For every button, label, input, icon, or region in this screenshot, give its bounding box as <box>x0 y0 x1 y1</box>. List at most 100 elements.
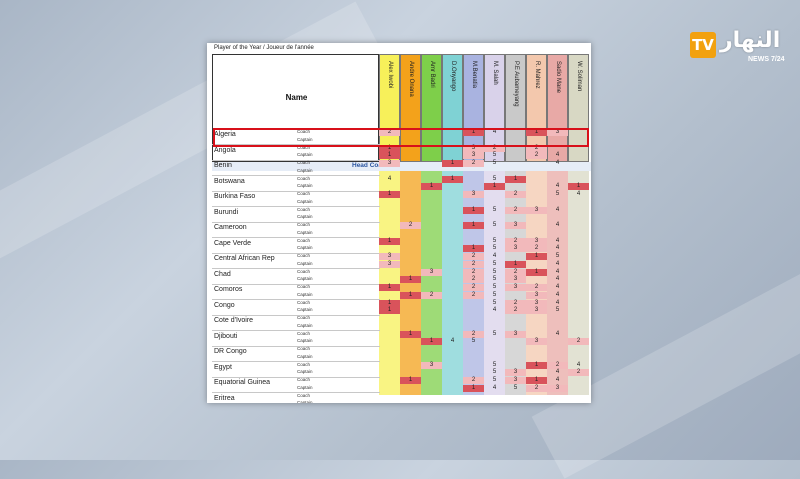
candidate-name: M. Salah <box>491 61 498 85</box>
vote-cell: 2 <box>463 291 484 299</box>
vote-cell: 4 <box>555 206 560 213</box>
vote-cell: 5 <box>513 384 518 391</box>
country-name: Burkina Faso <box>214 193 256 200</box>
vote-cell: 4 <box>555 152 560 158</box>
country-name: Algeria <box>214 131 236 138</box>
vote-cell: 4 <box>576 361 581 368</box>
role-label: Coach <box>297 206 311 212</box>
vote-cell: 2 <box>526 284 547 291</box>
role-label: Captain <box>297 198 313 204</box>
vote-cell: 1 <box>379 307 400 314</box>
vote-cell: 2 <box>463 377 484 384</box>
highlight-box-algeria <box>213 128 589 147</box>
vote-cell: 5 <box>555 307 560 313</box>
vote-cell: 1 <box>526 253 547 260</box>
vote-cell: 3 <box>421 361 442 369</box>
vote-cell: 5 <box>492 299 497 306</box>
vote-cell: 5 <box>492 152 497 158</box>
row-divider <box>212 159 380 161</box>
vote-cell: 3 <box>505 377 526 384</box>
vote-cell: 1 <box>379 144 400 152</box>
candidate-column <box>421 162 442 395</box>
role-label: Captain <box>297 229 313 235</box>
candidate-header: Amr Badri <box>421 54 442 162</box>
vote-cell: 3 <box>463 191 484 198</box>
section-label: Head Coaches <box>352 162 397 169</box>
role-label: Coach <box>297 284 311 289</box>
vote-cell: 2 <box>526 245 547 252</box>
vote-cell: 1 <box>463 384 484 392</box>
role-label: Coach <box>297 268 311 274</box>
spreadsheet-document: Player of the Year / Joueur de l'année N… <box>207 43 591 403</box>
vote-cell: 4 <box>492 307 497 313</box>
row-divider <box>212 237 380 238</box>
vote-cell: 2 <box>547 361 568 369</box>
vote-cell: 5 <box>492 330 497 337</box>
candidate-column <box>526 162 547 395</box>
name-header: Name <box>285 93 308 102</box>
vote-cell: 4 <box>555 260 560 267</box>
vote-cell: 3 <box>505 276 526 283</box>
vote-cell: 5 <box>492 268 497 275</box>
candidate-column <box>547 162 568 395</box>
vote-cell: 5 <box>492 237 497 244</box>
vote-cell: 4 <box>555 183 560 189</box>
vote-cell: 4 <box>555 268 560 275</box>
vote-cell: 5 <box>492 276 497 282</box>
candidate-name: M.Benatia <box>470 61 477 89</box>
vote-cell: 5 <box>492 361 497 368</box>
role-label: Coach <box>297 144 311 150</box>
country-name: Burundi <box>214 208 239 216</box>
vote-cell: 3 <box>547 129 568 136</box>
vote-cell: 2 <box>526 152 547 159</box>
vote-cell: 3 <box>463 144 484 152</box>
vote-cell: 2 <box>463 330 484 338</box>
vote-cell: 5 <box>492 160 497 166</box>
candidate-header: P.E Aubameyang <box>505 54 526 162</box>
country-name: Central African Rep <box>214 255 275 262</box>
role-label: Coach <box>297 160 311 165</box>
vote-cell: 4 <box>555 222 560 228</box>
vote-cell: 3 <box>463 152 484 159</box>
vote-cell: 5 <box>492 175 497 182</box>
vote-cell: 3 <box>547 384 568 392</box>
candidate-name: R. Mahrez <box>533 61 540 89</box>
candidate-name: Sadio Mane <box>554 61 561 94</box>
role-label: Captain <box>297 384 313 390</box>
vote-cell: 3 <box>526 338 547 345</box>
candidate-name: Alex Iwobi <box>386 61 393 89</box>
vote-cell: 3 <box>421 268 442 276</box>
vote-cell: 1 <box>526 129 547 136</box>
vote-cell: 2 <box>379 129 400 136</box>
row-divider <box>212 330 380 331</box>
row-divider <box>212 175 380 176</box>
channel-name: النهار <box>720 28 781 53</box>
role-label: Captain <box>297 353 313 359</box>
vote-cell: 2 <box>484 144 505 152</box>
candidate-name: P.E Aubameyang <box>512 61 519 107</box>
vote-cell: 2 <box>421 291 442 299</box>
country-name: Equatorial Guinea <box>214 379 271 386</box>
role-label: Captain <box>297 276 313 281</box>
candidate-column <box>442 162 463 395</box>
vote-cell: 5 <box>492 291 497 298</box>
vote-cell: 3 <box>526 299 547 307</box>
vote-cell: 2 <box>505 206 526 214</box>
vote-cell: 2 <box>463 276 484 283</box>
candidate-column <box>484 162 505 395</box>
vote-cell: 1 <box>463 206 484 214</box>
vote-cell: 2 <box>505 237 526 245</box>
country-name: Egypt <box>214 363 232 371</box>
vote-cell: 5 <box>492 260 497 267</box>
role-label: Captain <box>297 152 313 157</box>
vote-cell: 1 <box>505 260 526 268</box>
role-label: Captain <box>297 338 313 343</box>
row-divider <box>212 221 380 223</box>
vote-cell: 5 <box>555 253 560 259</box>
vote-cell: 1 <box>463 129 484 136</box>
vote-cell: 2 <box>568 338 589 345</box>
section-row: Head Coaches <box>212 162 591 171</box>
country-name: Cote d'Ivoire <box>214 317 254 324</box>
vote-cell: 3 <box>526 291 547 299</box>
row-divider <box>212 299 380 300</box>
